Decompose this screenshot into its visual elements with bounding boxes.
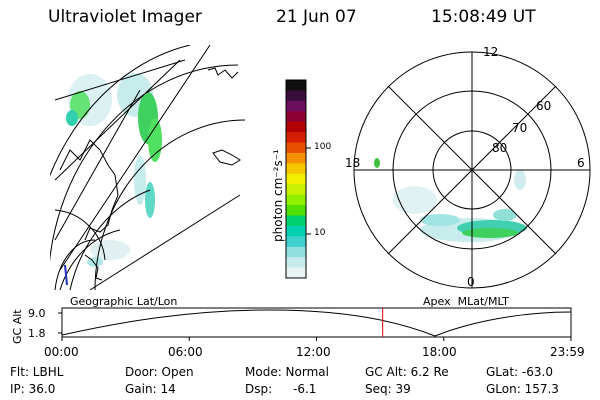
altitude-ylabel: GC Alt: [11, 309, 24, 344]
apex-panel-label: Apex MLat/MLT: [423, 295, 509, 308]
seq-info: Seq: 39: [365, 382, 411, 396]
gain-info: Gain: 14: [125, 382, 176, 396]
mlt-label-12: 12: [483, 45, 499, 59]
lat-label-70: 70: [512, 121, 528, 135]
colorbar-segment: [286, 100, 306, 112]
colorbar-segment: [286, 173, 306, 185]
colorbar-segment: [286, 80, 306, 91]
alt-ytick-low: 1.8: [28, 327, 46, 340]
colorbar-segment: [286, 257, 306, 269]
colorbar-segment: [286, 246, 306, 258]
lat-label-80: 80: [492, 141, 508, 155]
ip-info: IP: 36.0: [10, 382, 56, 396]
colorbar-segment: [286, 267, 306, 279]
dsp-value: -6.1: [293, 382, 317, 396]
door-info: Door: Open: [125, 365, 194, 379]
colorbar-segment: [286, 225, 306, 237]
dsp-label: Dsp:: [245, 382, 273, 396]
colorbar-segment: [286, 142, 306, 154]
colorbar-segment: [286, 215, 306, 227]
mlt-label-6: 6: [577, 156, 585, 170]
instrument-title: Ultraviolet Imager: [48, 7, 202, 27]
alt-xtick-0600: 06:00: [168, 345, 203, 359]
colorbar-tick-10: 10: [314, 228, 326, 238]
mlt-label-0: 0: [467, 275, 475, 289]
glon-info: GLon: 157.3: [486, 382, 559, 396]
colorbar-tick-100: 100: [314, 142, 332, 152]
lat-label-60: 60: [536, 99, 552, 113]
glat-info: GLat: -63.0: [486, 365, 553, 379]
colorbar-segment: [286, 132, 306, 144]
gc-alt-info: GC Alt: 6.2 Re: [365, 365, 449, 379]
colorbar-segment: [286, 163, 306, 175]
colorbar-segment: [286, 184, 306, 196]
time-label: 15:08:49 UT: [431, 7, 536, 27]
mlt-label-18: 18: [345, 156, 361, 170]
alt-xtick-1800: 18:00: [422, 345, 457, 359]
alt-xtick-1200: 12:00: [296, 345, 331, 359]
alt-ytick-high: 9.0: [28, 307, 46, 320]
filter-info: Flt: LBHL: [10, 365, 64, 379]
colorbar-segment: [286, 205, 306, 216]
colorbar-segment: [286, 194, 306, 206]
colorbar-segment: [286, 111, 306, 123]
mode-info: Mode: Normal: [245, 365, 329, 379]
date-label: 21 Jun 07: [276, 7, 357, 27]
colorbar-segment: [286, 152, 306, 164]
colorbar-segment: [286, 236, 306, 248]
alt-xtick-2359: 23:59: [550, 345, 585, 359]
geographic-panel-label: Geographic Lat/Lon: [70, 295, 178, 308]
colorbar-segment: [286, 121, 306, 133]
alt-xtick-0000: 00:00: [44, 345, 79, 359]
colorbar-segment: [286, 90, 306, 102]
